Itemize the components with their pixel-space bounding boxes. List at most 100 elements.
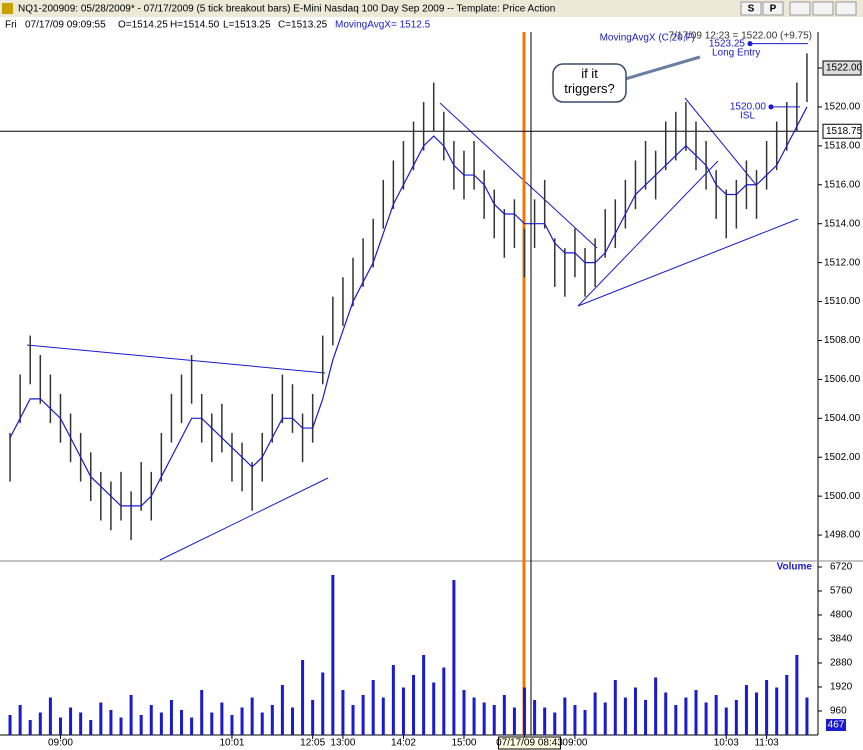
volume-bar — [129, 695, 133, 735]
info-close: C=1513.25 — [278, 20, 328, 31]
x-tick-label: 15:00 — [451, 738, 476, 749]
volume-bar — [301, 660, 305, 735]
volume-bar — [502, 695, 506, 735]
volume-bar — [523, 687, 527, 735]
minimize[interactable] — [789, 1, 811, 16]
volume-bar — [644, 700, 648, 735]
isl-dot — [768, 104, 774, 110]
volume-bar — [371, 680, 375, 735]
volume-y-tick-label: 4800 — [830, 610, 853, 621]
volume-bar — [603, 702, 607, 735]
volume-bar — [69, 707, 73, 735]
reference-label: 1518.75 — [826, 126, 863, 137]
volume-bar — [583, 710, 587, 735]
volume-bar — [99, 702, 103, 735]
volume-bar — [250, 697, 254, 735]
volume-title: Volume — [777, 562, 813, 573]
volume-bar — [462, 690, 466, 735]
current-price-box — [822, 60, 862, 76]
volume-y-tick-label: 5760 — [830, 586, 853, 597]
volume-bar — [472, 697, 476, 735]
button[interactable] — [740, 1, 762, 16]
volume-bar — [290, 707, 294, 735]
window-buttons[interactable]: S P — [740, 1, 857, 16]
volume-bar — [401, 687, 405, 735]
volume-bar — [674, 705, 678, 735]
volume-bar — [543, 707, 547, 735]
long-entry-price: 1523.25 — [709, 38, 746, 49]
info-indicator: MovingAvgX= 1512.5 — [335, 20, 431, 31]
volume-bar — [613, 680, 617, 735]
volume-bar — [38, 712, 42, 735]
long-entry-dot — [747, 41, 753, 47]
callout: if it triggers? — [552, 55, 701, 103]
volume-bar — [190, 717, 194, 735]
volume-bar — [563, 697, 567, 735]
isl-text: ISL — [740, 111, 755, 122]
volume-bar — [704, 702, 708, 735]
volume-bar — [785, 675, 789, 735]
volume-bar — [795, 655, 799, 735]
x-tick-label: 11:03 — [754, 738, 779, 749]
volume-bar — [391, 665, 395, 735]
long-entry-text: Long Entry — [712, 47, 760, 58]
volume-bar — [321, 672, 325, 735]
volume-bar — [280, 685, 284, 735]
volume-bar — [573, 705, 577, 735]
volume-bar — [744, 685, 748, 735]
x-tick-label: 13:00 — [330, 738, 355, 749]
volume-bar — [159, 712, 163, 735]
x-tick-label: 09:00 — [562, 738, 587, 749]
y-tick-label: 1502.00 — [824, 452, 861, 463]
button-label: S — [748, 4, 755, 15]
volume-bar — [8, 715, 12, 735]
volume-bar — [755, 692, 759, 735]
volume-bar — [210, 712, 214, 735]
button[interactable] — [762, 1, 784, 16]
volume-bar — [89, 720, 93, 735]
volume-bar — [200, 690, 204, 735]
y-tick-label: 1520.00 — [824, 102, 861, 113]
close[interactable] — [835, 1, 857, 16]
y-tick-label: 1514.00 — [824, 218, 861, 229]
moving-average — [9, 106, 808, 507]
y-tick-label: 1500.00 — [824, 491, 861, 502]
window-title: NQ1-200909: 05/28/2009* - 07/17/2009 (5 … — [18, 4, 555, 15]
volume-y-tick-label: 1920 — [830, 682, 853, 693]
x-tick-label: 10:01 — [219, 738, 244, 749]
volume-bar — [149, 705, 153, 735]
volume-y-tick-label: 2880 — [830, 658, 853, 669]
x-label-box — [498, 736, 562, 750]
app-icon — [2, 3, 13, 14]
isl-price: 1520.00 — [730, 102, 767, 113]
volume-bar — [220, 702, 224, 735]
info-high: H=1514.50 — [170, 20, 220, 31]
title-bar — [0, 0, 863, 17]
volume-current: 467 — [828, 720, 845, 731]
trend-lines — [26, 97, 799, 561]
indicator-name: MovingAvgX (C,20,F) — [600, 33, 695, 44]
volume-bar — [422, 655, 426, 735]
volume-bar — [169, 700, 173, 735]
volume-current-box — [826, 719, 846, 731]
x-tick-label: 14:02 — [391, 738, 416, 749]
volume-bar — [714, 695, 718, 735]
volume-bar — [180, 710, 184, 735]
volume-bar — [260, 712, 264, 735]
volume-bar — [765, 680, 769, 735]
info-time: 07/17/09 09:09:55 — [25, 20, 106, 31]
volume-bar — [775, 687, 779, 735]
volume-bar — [381, 697, 385, 735]
volume-bar — [412, 675, 416, 735]
y-tick-label: 1518.00 — [824, 140, 861, 151]
y-tick-label: 1516.00 — [824, 179, 861, 190]
volume-bar — [533, 700, 537, 735]
volume-bar — [482, 702, 486, 735]
volume-bar — [79, 712, 83, 735]
maximize[interactable] — [812, 1, 834, 16]
volume-bar — [492, 705, 496, 735]
volume-bar — [119, 717, 123, 735]
volume-bar — [48, 697, 52, 735]
volume-bar — [240, 707, 244, 735]
